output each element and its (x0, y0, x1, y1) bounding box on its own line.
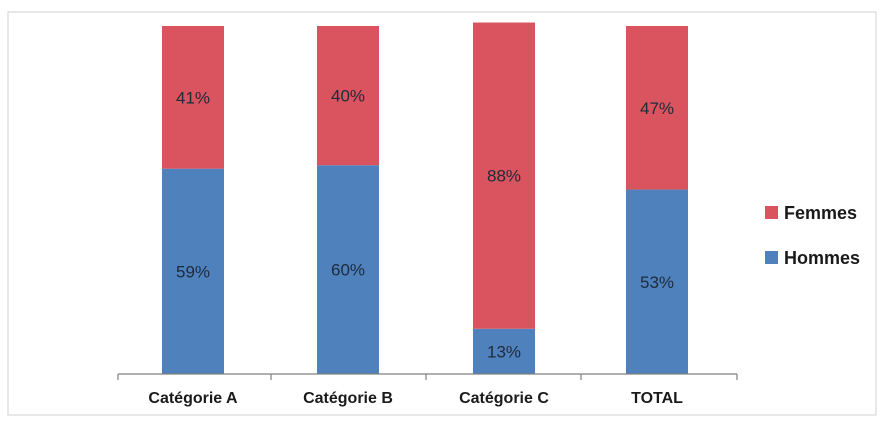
bar-hommes-2 (317, 165, 379, 374)
x-axis: Catégorie A Catégorie B Catégorie C TOTAL (117, 373, 738, 407)
bar-femmes-4 (626, 26, 688, 190)
chart-border (7, 11, 877, 416)
x-tick-label-4: TOTAL (631, 390, 683, 407)
x-tick-label-1: Catégorie A (148, 390, 238, 407)
data-label-femmes-3: 88% (487, 167, 521, 186)
legend-label-hommes: Hommes (784, 248, 860, 268)
data-label-hommes-3: 13% (487, 342, 521, 361)
x-tick-label-3: Catégorie C (459, 390, 549, 407)
bar-hommes-1 (162, 168, 224, 374)
legend-label-femmes: Femmes (784, 203, 857, 223)
data-label-femmes-2: 40% (331, 87, 365, 106)
data-labels: 59% 41% 60% 40% 13% 88% 53% 47% (176, 87, 674, 362)
bar-femmes-3 (473, 22, 535, 329)
x-tick-label-2: Catégorie B (303, 390, 393, 407)
bar-femmes-1 (162, 26, 224, 169)
data-label-hommes-4: 53% (640, 273, 674, 292)
legend-swatch-hommes (765, 251, 778, 264)
data-label-femmes-4: 47% (640, 99, 674, 118)
legend-swatch-femmes (765, 206, 778, 219)
bar-hommes-3 (473, 328, 535, 374)
bars (162, 22, 688, 374)
bar-femmes-2 (317, 26, 379, 166)
data-label-femmes-1: 41% (176, 88, 210, 107)
data-label-hommes-1: 59% (176, 262, 210, 281)
data-label-hommes-2: 60% (331, 261, 365, 280)
legend: Femmes Hommes (765, 203, 860, 268)
bar-hommes-4 (626, 189, 688, 374)
